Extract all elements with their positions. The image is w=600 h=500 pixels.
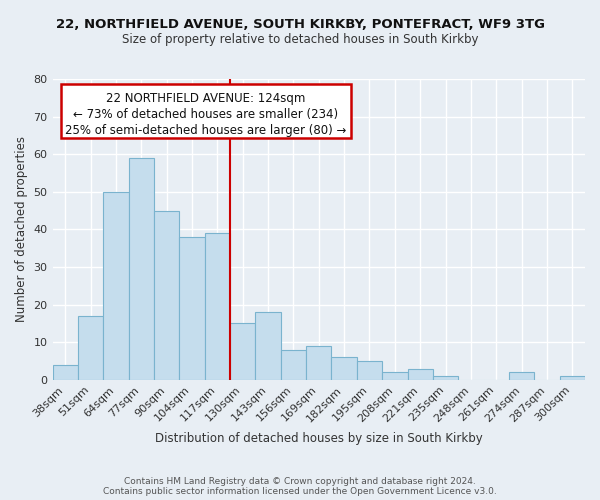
Bar xyxy=(281,350,306,380)
Bar xyxy=(78,316,103,380)
Bar xyxy=(382,372,407,380)
Bar xyxy=(154,210,179,380)
Text: 22, NORTHFIELD AVENUE, SOUTH KIRKBY, PONTEFRACT, WF9 3TG: 22, NORTHFIELD AVENUE, SOUTH KIRKBY, PON… xyxy=(56,18,545,30)
Bar xyxy=(357,361,382,380)
Y-axis label: Number of detached properties: Number of detached properties xyxy=(15,136,28,322)
Bar xyxy=(560,376,585,380)
Text: Contains public sector information licensed under the Open Government Licence v3: Contains public sector information licen… xyxy=(103,486,497,496)
Bar xyxy=(53,365,78,380)
Text: Size of property relative to detached houses in South Kirkby: Size of property relative to detached ho… xyxy=(122,32,478,46)
Bar xyxy=(128,158,154,380)
Bar xyxy=(433,376,458,380)
Bar xyxy=(230,324,256,380)
Bar xyxy=(205,233,230,380)
Bar xyxy=(331,358,357,380)
Bar xyxy=(306,346,331,380)
X-axis label: Distribution of detached houses by size in South Kirkby: Distribution of detached houses by size … xyxy=(155,432,482,445)
Text: Contains HM Land Registry data © Crown copyright and database right 2024.: Contains HM Land Registry data © Crown c… xyxy=(124,476,476,486)
Bar xyxy=(103,192,128,380)
Text: 25% of semi-detached houses are larger (80) →: 25% of semi-detached houses are larger (… xyxy=(65,124,346,137)
FancyBboxPatch shape xyxy=(61,84,351,138)
Bar xyxy=(179,237,205,380)
Text: ← 73% of detached houses are smaller (234): ← 73% of detached houses are smaller (23… xyxy=(73,108,338,121)
Bar xyxy=(407,368,433,380)
Text: 22 NORTHFIELD AVENUE: 124sqm: 22 NORTHFIELD AVENUE: 124sqm xyxy=(106,92,305,104)
Bar xyxy=(256,312,281,380)
Bar xyxy=(509,372,534,380)
